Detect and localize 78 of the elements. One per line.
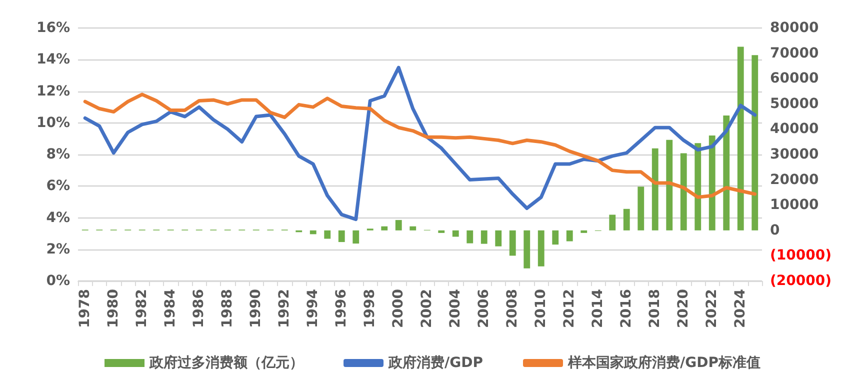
line-series — [83, 92, 757, 199]
bar — [652, 148, 658, 230]
x-tick-label: 1990 — [248, 288, 264, 328]
x-tick-label: 1988 — [220, 289, 236, 328]
bar — [338, 230, 345, 242]
y-tick-label: 4% — [46, 210, 70, 226]
x-tick-label: 2008 — [504, 289, 521, 328]
bar — [352, 230, 360, 244]
bar — [495, 230, 502, 246]
y2-tick-label: 10000 — [770, 197, 819, 214]
y2-tick-label: 50000 — [770, 96, 819, 112]
bar — [737, 46, 744, 230]
x-tick-label: 2010 — [533, 288, 550, 328]
bar — [524, 230, 530, 268]
x-tick-label: 2018 — [647, 289, 664, 328]
bar — [410, 226, 416, 230]
bar — [723, 116, 730, 230]
x-tick-label: 1984 — [162, 288, 179, 328]
bar — [324, 230, 331, 239]
bar — [452, 230, 459, 237]
bar — [509, 230, 516, 256]
y-tick-label: 16% — [36, 20, 70, 36]
bar — [438, 230, 445, 233]
x-tick-label: 2012 — [562, 289, 578, 328]
legend-label: 政府过多消费额（亿元） — [148, 354, 304, 371]
y2-tick-label: 80000 — [770, 20, 819, 36]
line-series — [83, 66, 757, 222]
x-tick-label: 2014 — [590, 288, 606, 328]
bar — [538, 230, 544, 266]
x-tick-label: 2020 — [676, 288, 692, 328]
y-tick-label: 8% — [46, 146, 70, 162]
y-tick-label: 12% — [36, 83, 70, 100]
x-tick-label: 2022 — [704, 289, 720, 328]
y-tick-label: 6% — [46, 178, 70, 194]
bar — [310, 230, 316, 234]
y2-tick-label: 70000 — [770, 45, 819, 62]
bar — [666, 140, 673, 230]
bar — [752, 55, 758, 230]
y2-tick-label: 0 — [770, 222, 780, 238]
bar — [480, 230, 488, 244]
legend-label: 政府消费/GDP — [388, 354, 484, 371]
x-tick-label: 1994 — [305, 288, 322, 328]
bar — [566, 230, 573, 242]
y2-tick-label: 30000 — [770, 146, 819, 162]
y-tick-label: 14% — [36, 52, 70, 68]
bar — [552, 230, 559, 245]
x-tick-label: 1978 — [77, 289, 94, 328]
bar — [466, 230, 474, 244]
y-tick-label: 0% — [46, 273, 70, 289]
bar — [680, 153, 687, 230]
bar — [395, 220, 402, 230]
x-tick-label: 2006 — [476, 289, 492, 328]
x-tick-label: 1992 — [276, 289, 293, 328]
x-tick-label: 2000 — [390, 288, 407, 328]
y2-tick-label: 60000 — [770, 70, 819, 87]
x-tick-label: 2002 — [419, 289, 436, 328]
y-tick-label: 2% — [46, 241, 70, 258]
y-tick-label: 10% — [36, 114, 70, 131]
bar — [623, 208, 630, 230]
y2-tick-label: (20000) — [770, 273, 832, 289]
bar — [638, 186, 644, 230]
x-tick-label: 2004 — [448, 288, 464, 328]
y2-tick-label: (10000) — [770, 248, 832, 264]
x-tick-label: 1998 — [362, 289, 378, 328]
bar — [381, 226, 388, 230]
x-tick-label: 1986 — [191, 289, 208, 328]
x-tick-label: 2024 — [732, 288, 749, 328]
legend-label: 样本国家政府消费/GDP标准值 — [567, 354, 760, 371]
y2-tick-label: 40000 — [770, 121, 819, 138]
y2-tick-label: 20000 — [770, 172, 819, 188]
x-tick-label: 1996 — [334, 289, 350, 328]
bar — [609, 214, 616, 230]
x-tick-label: 1982 — [134, 289, 150, 328]
bar — [694, 143, 702, 230]
x-tick-label: 2016 — [618, 289, 635, 328]
bar — [708, 136, 716, 230]
bar — [580, 230, 588, 233]
x-tick-label: 1980 — [106, 288, 122, 328]
